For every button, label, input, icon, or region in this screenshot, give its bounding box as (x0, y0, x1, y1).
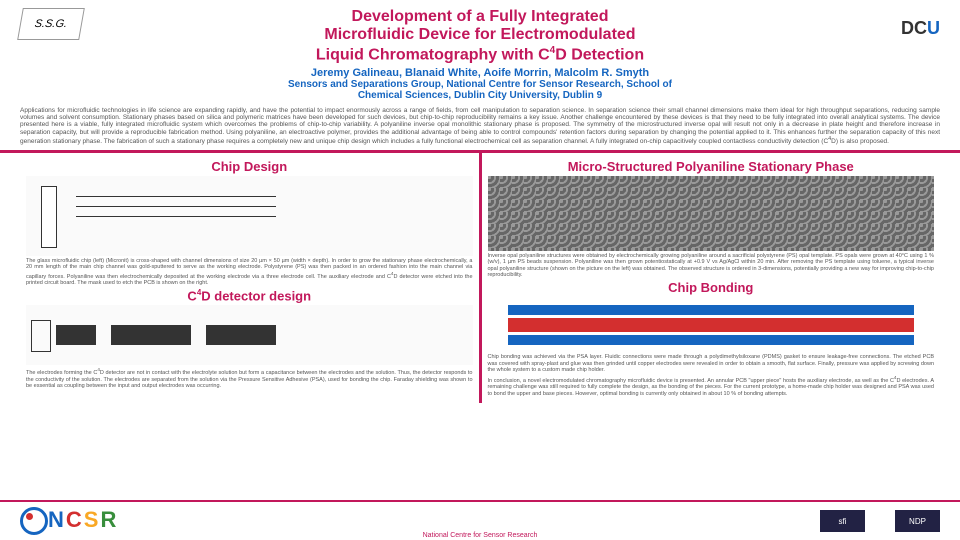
c4d-text: The electrodes forming the C4D detector … (26, 367, 473, 389)
bonding-text1: Chip bonding was achieved via the PSA la… (488, 354, 935, 373)
header: S.S.G. DCU Development of a Fully Integr… (0, 0, 960, 105)
c4d-title: C4D detector design (26, 288, 473, 303)
poster-root: S.S.G. DCU Development of a Fully Integr… (0, 0, 960, 540)
affiliation-line1: Sensors and Separations Group, National … (20, 79, 940, 90)
ssg-logo: S.S.G. (17, 8, 85, 40)
sponsor-ndp: NDP (895, 510, 940, 532)
ncsr-icon (20, 507, 48, 535)
bonding-title: Chip Bonding (488, 280, 935, 295)
stationary-phase-title: Micro-Structured Polyaniline Stationary … (488, 159, 935, 174)
layer-bottom (508, 335, 915, 345)
columns: Chip Design The glass microfluidic chip … (0, 153, 960, 403)
abstract: Applications for microfluidic technologi… (0, 105, 960, 154)
footer: NCSR sfi NDP National Centre for Sensor … (0, 500, 960, 540)
dcu-logo: DCU (901, 18, 940, 39)
bonding-diagram (488, 297, 935, 352)
dcu-prefix: DC (901, 18, 927, 38)
chip-design-diagram (26, 176, 473, 256)
layer-top (508, 305, 915, 315)
title-line1: Development of a Fully Integrated (20, 8, 940, 26)
layer-mid (508, 318, 915, 332)
right-column: Micro-Structured Polyaniline Stationary … (482, 153, 941, 403)
affiliation-line2: Chemical Sciences, Dublin City Universit… (20, 90, 940, 101)
chip-design-text: The glass microfluidic chip (left) (Micr… (26, 258, 473, 286)
sponsor-sfi: sfi (820, 510, 865, 532)
bonding-text2: In conclusion, a novel electromodulated … (488, 375, 935, 397)
left-column: Chip Design The glass microfluidic chip … (20, 153, 482, 403)
ncsr-logo: NCSR (20, 507, 118, 535)
chip-design-title: Chip Design (26, 159, 473, 174)
footer-subtitle: National Centre for Sensor Research (423, 532, 538, 539)
title-line3: Liquid Chromatography with C4D Detection (20, 45, 940, 65)
stationary-phase-text: Inverse opal polyaniline structures were… (488, 253, 935, 278)
dcu-suffix: U (927, 18, 940, 38)
authors: Jeremy Galineau, Blanaid White, Aoife Mo… (20, 67, 940, 79)
title-line2: Microfluidic Device for Electromodulated (20, 26, 940, 44)
c4d-diagram (26, 305, 473, 365)
poster-title: Development of a Fully Integrated Microf… (20, 8, 940, 65)
sem-image (488, 176, 935, 251)
